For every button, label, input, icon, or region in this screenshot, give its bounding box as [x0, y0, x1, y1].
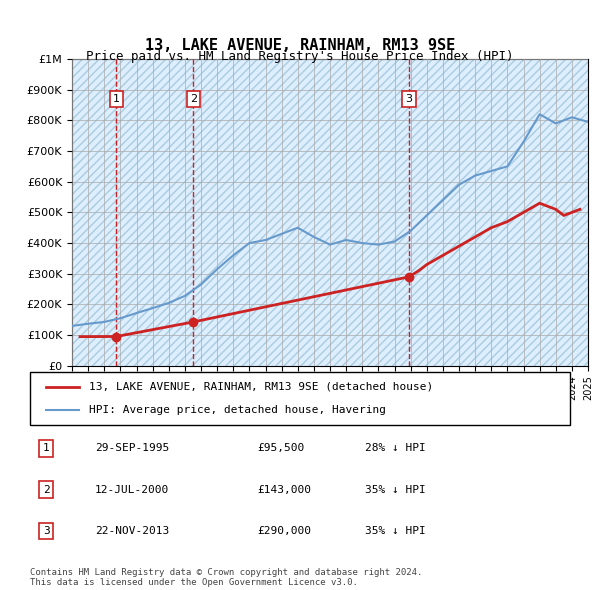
- Text: 2: 2: [190, 94, 197, 104]
- Text: £290,000: £290,000: [257, 526, 311, 536]
- Text: 12-JUL-2000: 12-JUL-2000: [95, 485, 169, 494]
- Text: 3: 3: [406, 94, 413, 104]
- Text: Price paid vs. HM Land Registry's House Price Index (HPI): Price paid vs. HM Land Registry's House …: [86, 50, 514, 63]
- Text: 35% ↓ HPI: 35% ↓ HPI: [365, 526, 425, 536]
- Text: 22-NOV-2013: 22-NOV-2013: [95, 526, 169, 536]
- Text: 1: 1: [43, 444, 50, 453]
- Text: 28% ↓ HPI: 28% ↓ HPI: [365, 444, 425, 453]
- Text: Contains HM Land Registry data © Crown copyright and database right 2024.
This d: Contains HM Land Registry data © Crown c…: [30, 568, 422, 587]
- Text: 35% ↓ HPI: 35% ↓ HPI: [365, 485, 425, 494]
- Text: £95,500: £95,500: [257, 444, 304, 453]
- Text: £143,000: £143,000: [257, 485, 311, 494]
- FancyBboxPatch shape: [30, 372, 570, 425]
- Text: 13, LAKE AVENUE, RAINHAM, RM13 9SE: 13, LAKE AVENUE, RAINHAM, RM13 9SE: [145, 38, 455, 53]
- Text: 3: 3: [43, 526, 50, 536]
- Text: HPI: Average price, detached house, Havering: HPI: Average price, detached house, Have…: [89, 405, 386, 415]
- Text: 29-SEP-1995: 29-SEP-1995: [95, 444, 169, 453]
- Text: 2: 2: [43, 485, 50, 494]
- Text: 1: 1: [113, 94, 120, 104]
- Text: 13, LAKE AVENUE, RAINHAM, RM13 9SE (detached house): 13, LAKE AVENUE, RAINHAM, RM13 9SE (deta…: [89, 382, 434, 392]
